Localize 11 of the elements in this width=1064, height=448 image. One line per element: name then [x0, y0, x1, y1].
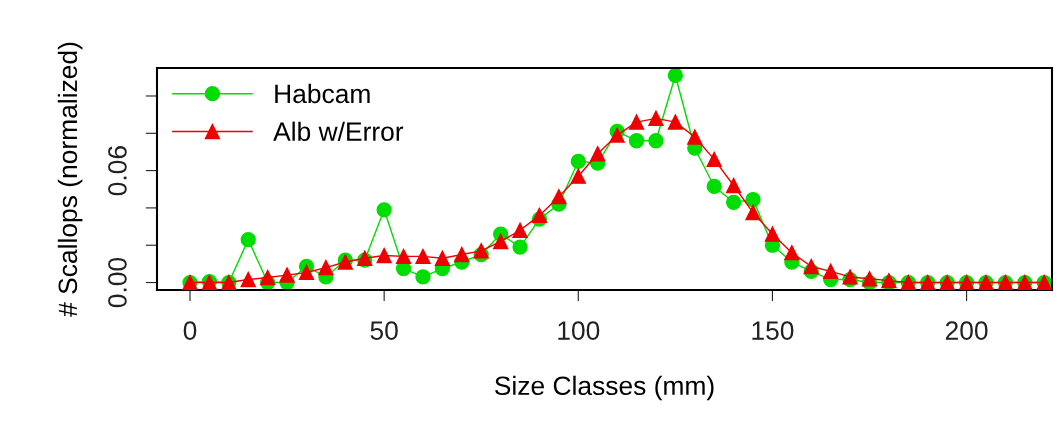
y-axis-title: # Scallops (normalized)	[57, 42, 83, 317]
x-tick-label: 100	[558, 321, 600, 340]
x-axis-title: Size Classes (mm)	[495, 375, 714, 401]
legend-label: Habcam	[275, 83, 370, 104]
legend-label: Alb w/Error	[273, 121, 404, 142]
x-tick-label: 0	[183, 321, 197, 340]
x-tick-label: 200	[945, 321, 988, 340]
y-tick-label: 0.00	[108, 257, 127, 308]
x-tick-label: 50	[370, 321, 398, 340]
x-tick-label: 150	[752, 321, 794, 340]
y-tick-label: 0.06	[108, 146, 127, 196]
